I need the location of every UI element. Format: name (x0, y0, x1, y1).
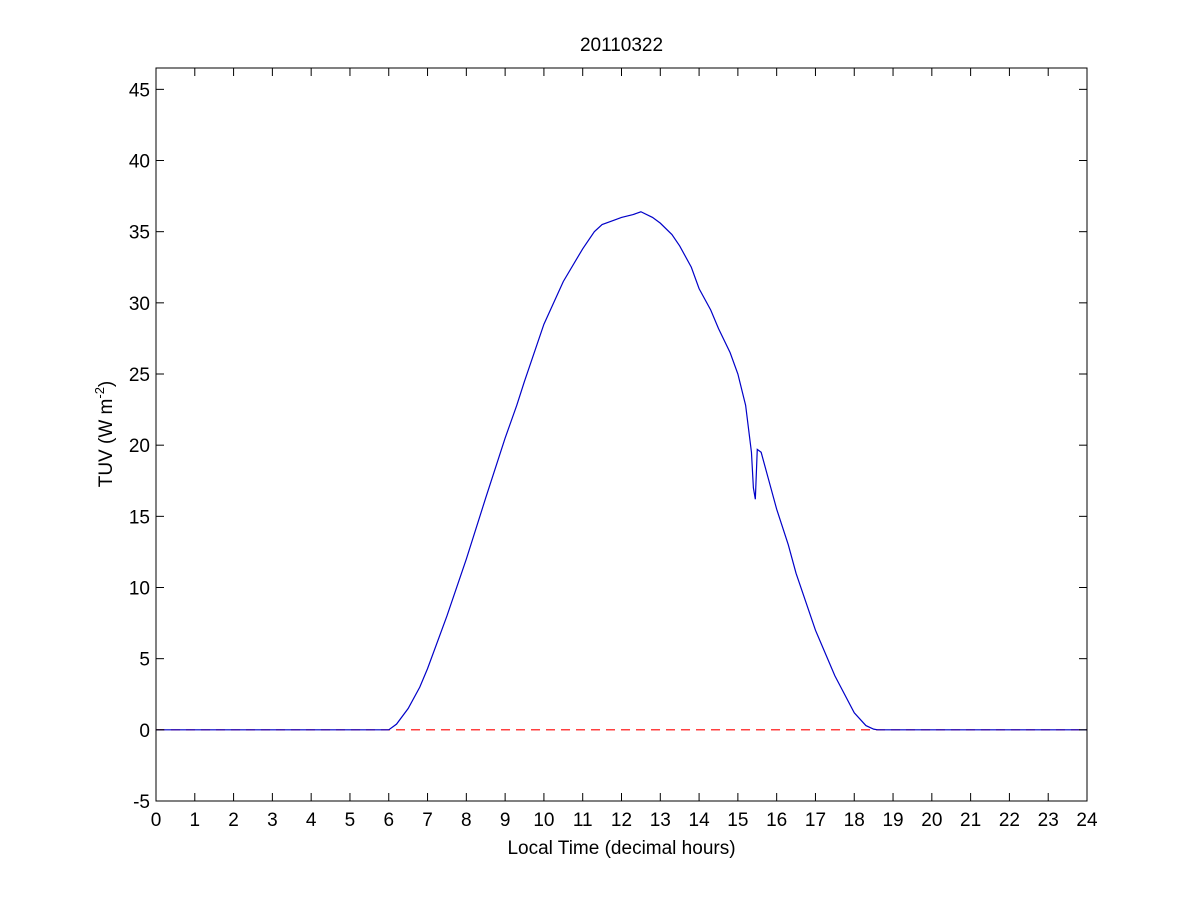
x-tick-label: 10 (533, 810, 554, 831)
y-axis-label-main: TUV (W m (96, 399, 117, 488)
x-tick-label: 5 (345, 810, 356, 831)
y-tick-labels: -5 0 5 10 15 20 25 30 35 40 45 (129, 80, 150, 813)
x-tick-label: 4 (306, 810, 317, 831)
y-tick-label: 20 (129, 436, 150, 457)
series-layer (156, 211, 1087, 731)
chart-title: 20110322 (580, 35, 663, 56)
series-line-tuv (156, 211, 1087, 731)
x-tick-label: 12 (611, 810, 632, 831)
x-tick-label: 13 (650, 810, 671, 831)
x-tick-label: 23 (1038, 810, 1059, 831)
y-tick-label: 35 (129, 223, 150, 244)
x-tick-label: 1 (190, 810, 201, 831)
x-tick-label: 0 (151, 810, 162, 831)
y-tick-label: 15 (129, 507, 150, 528)
y-tick-label: 45 (129, 80, 150, 101)
x-tick-label: 3 (267, 810, 278, 831)
x-tick-label: 22 (999, 810, 1020, 831)
y-tick-label: 30 (129, 294, 150, 315)
y-tick-label: 10 (129, 579, 150, 600)
x-tick-label: 21 (960, 810, 981, 831)
tick-marks (155, 68, 1088, 802)
x-tick-label: 17 (805, 810, 826, 831)
x-tick-label: 20 (921, 810, 942, 831)
x-tick-label: 2 (228, 810, 239, 831)
y-axis-label-superscript: -2 (92, 387, 107, 399)
y-tick-label: 40 (129, 152, 150, 173)
x-axis-label: Local Time (decimal hours) (507, 838, 735, 859)
x-tick-label: 6 (383, 810, 394, 831)
y-tick-label: 5 (139, 650, 150, 671)
y-axis-label: TUV (W m-2) (92, 381, 117, 488)
y-tick-label: -5 (133, 792, 150, 813)
x-tick-label: 19 (882, 810, 903, 831)
x-tick-label: 11 (573, 810, 593, 831)
y-axis-label-suffix: ) (96, 381, 117, 387)
x-tick-labels: 0 1 2 3 4 5 6 7 8 9 10 11 12 13 14 15 16 17 18 19 20 21 22 23 24 (151, 810, 1098, 831)
x-tick-label: 8 (461, 810, 472, 831)
plot-background (156, 68, 1087, 801)
x-tick-label: 7 (422, 810, 433, 831)
x-tick-label: 9 (500, 810, 511, 831)
x-tick-label: 15 (727, 810, 748, 831)
y-tick-label: 0 (139, 721, 150, 742)
x-tick-label: 16 (766, 810, 787, 831)
x-tick-label: 14 (689, 810, 711, 831)
x-tick-label: 24 (1076, 810, 1098, 831)
y-tick-label: 25 (129, 365, 150, 386)
x-tick-label: 18 (844, 810, 865, 831)
